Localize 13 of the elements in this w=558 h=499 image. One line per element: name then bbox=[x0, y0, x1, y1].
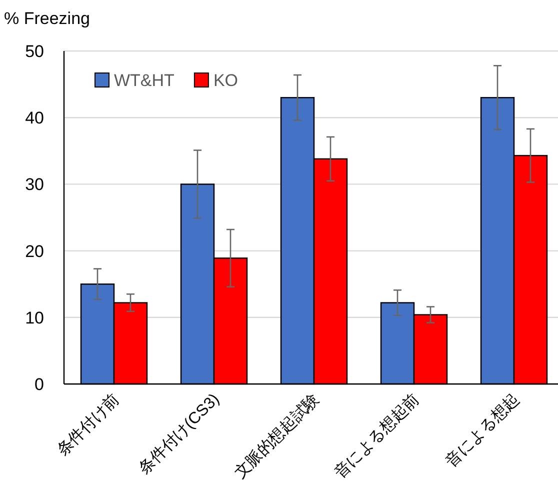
y-tick-label: 10 bbox=[25, 308, 44, 328]
legend-label: KO bbox=[213, 71, 238, 90]
y-tick-label: 40 bbox=[25, 108, 44, 128]
x-tick-label: 条件付け前 bbox=[54, 390, 123, 460]
ylabel: % Freezing bbox=[4, 9, 90, 28]
legend-label: WT&HT bbox=[114, 71, 174, 90]
x-tick-label: 音による想起 bbox=[442, 390, 523, 471]
y-tick-label: 30 bbox=[25, 175, 44, 194]
y-tick-label: 50 bbox=[25, 42, 44, 61]
x-tick-label: 文脈的想起試験 bbox=[230, 390, 323, 482]
y-tick-label: 0 bbox=[34, 375, 44, 394]
y-tick-label: 20 bbox=[25, 242, 44, 261]
x-tick-label: 音による想起前 bbox=[330, 390, 423, 482]
